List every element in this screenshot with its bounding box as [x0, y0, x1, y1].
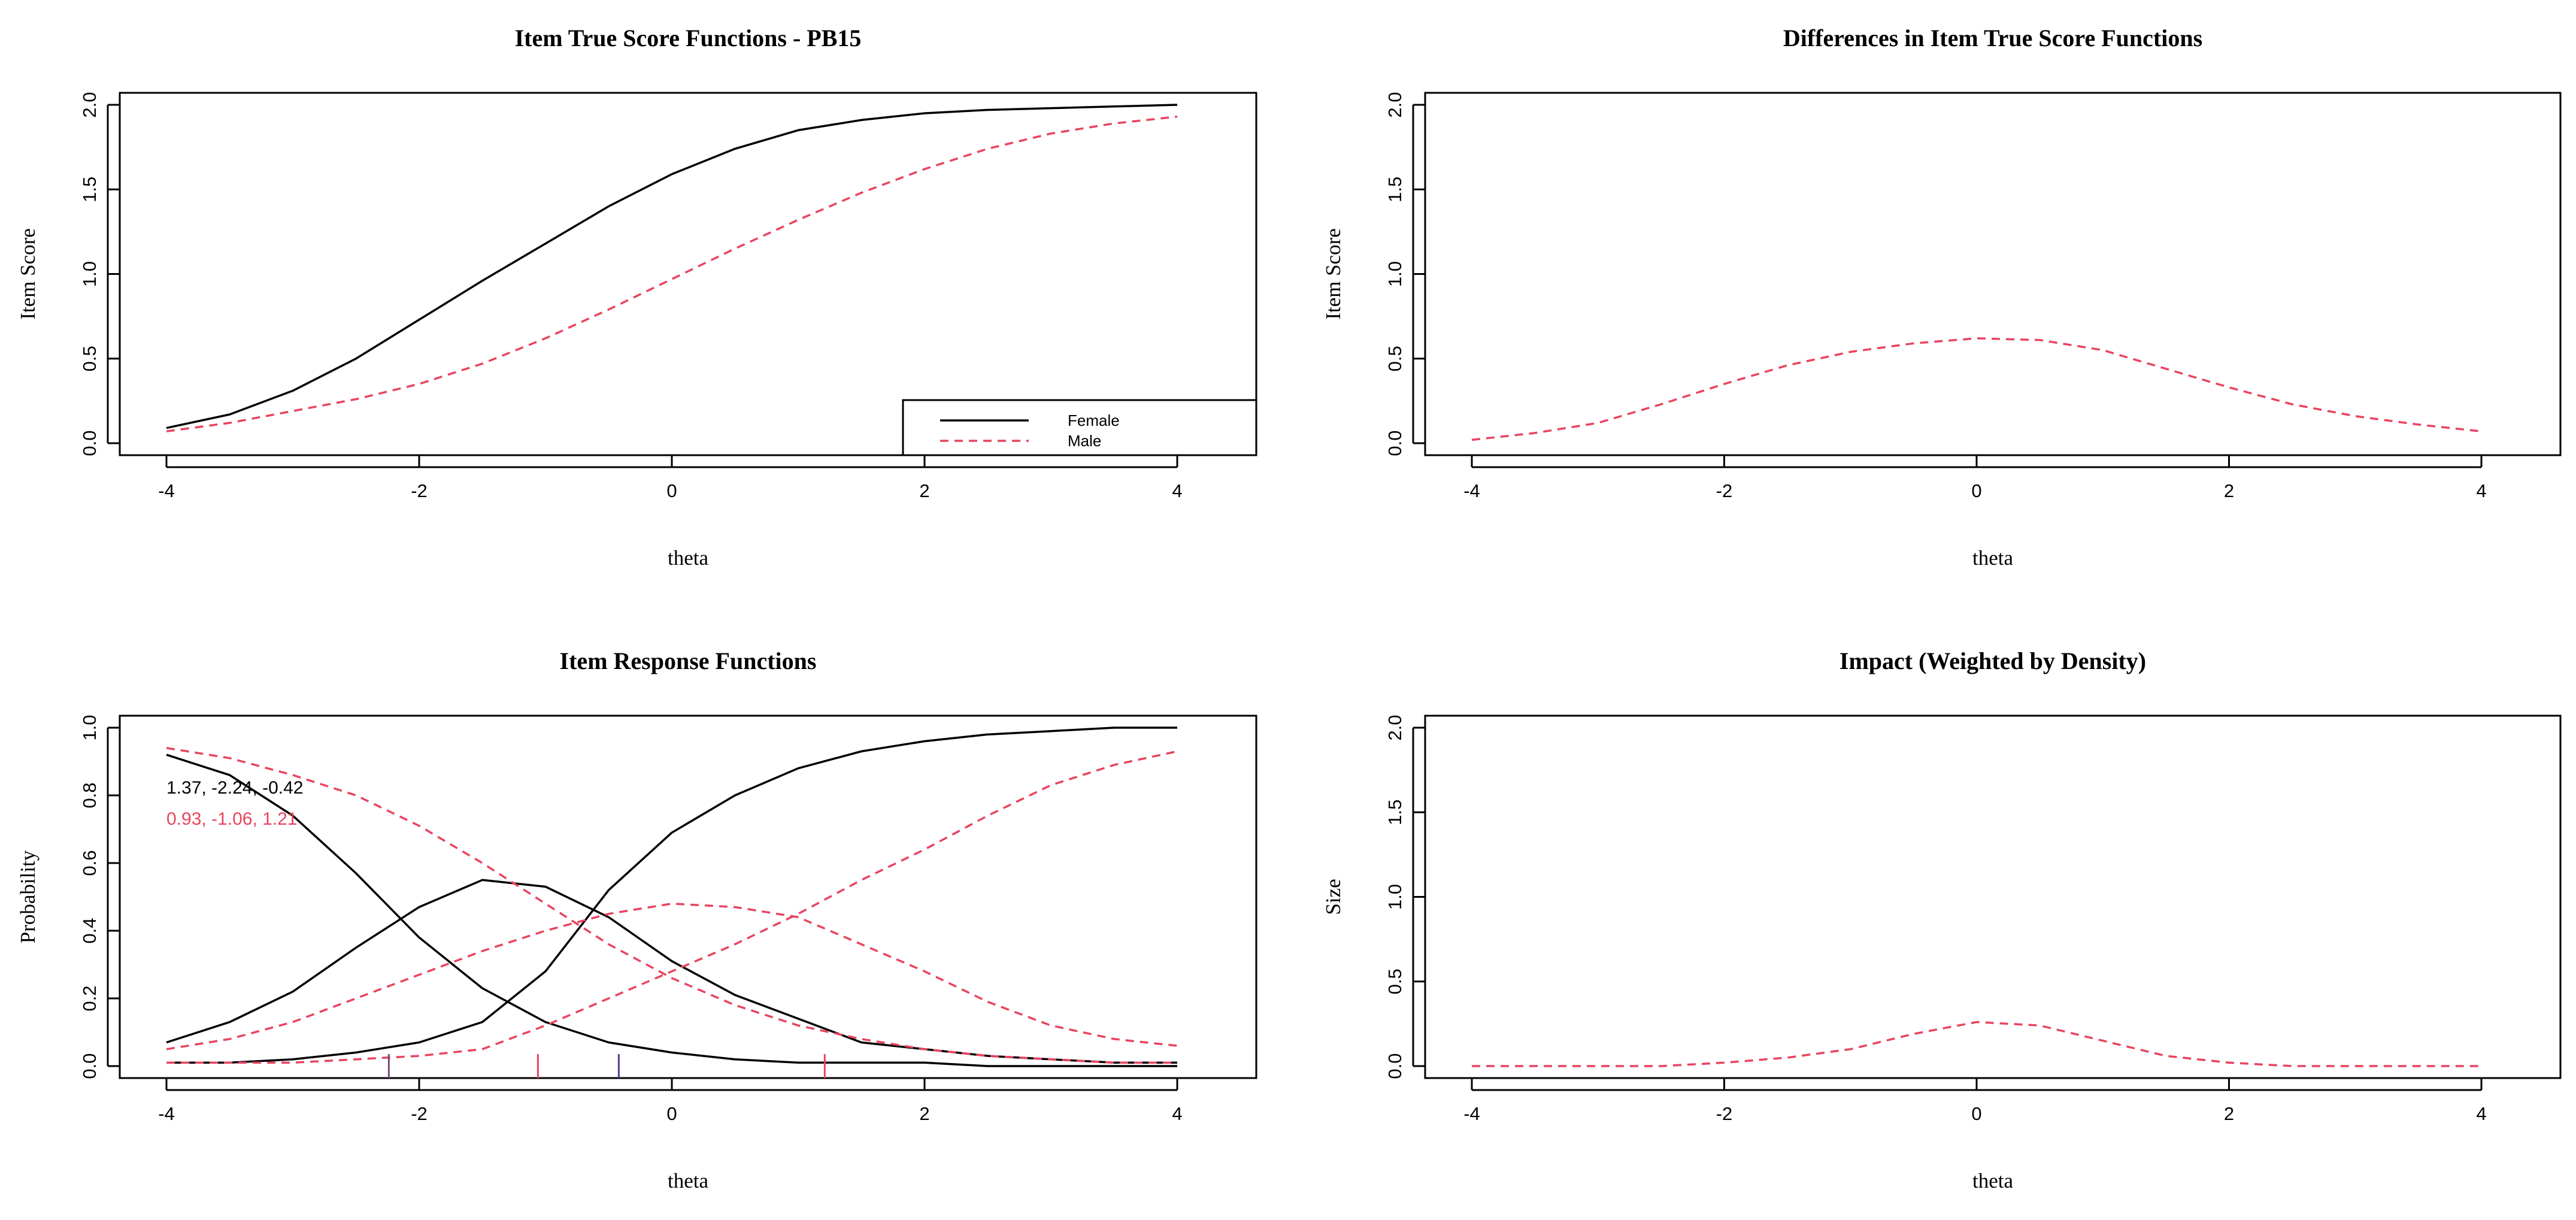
y-tick-label: 0.5	[1384, 968, 1405, 994]
x-tick-label: 2	[919, 480, 929, 501]
series-line-4	[166, 747, 1177, 1064]
y-tick-label: 0.6	[79, 850, 100, 876]
chart-panel-3: Item Response Functions -4 -2 0 2 4 0.0 0.2 0.4 0…	[16, 647, 1257, 1192]
x-tick-label: -4	[158, 1103, 175, 1124]
x-tick-label: 4	[1172, 480, 1182, 501]
legend: Female Male	[902, 399, 1257, 456]
plot-frame	[1424, 92, 2562, 456]
series-line-2	[166, 116, 1178, 432]
x-tick-label: 4	[1172, 1103, 1182, 1124]
y-tick-label: 0.5	[1384, 346, 1405, 371]
parameter-annotation: 0.93, -1.06, 1.21	[166, 809, 298, 829]
y-tick-label: 0.2	[79, 985, 100, 1011]
y-tick-label: 2.0	[79, 92, 100, 117]
x-tick-label: -2	[1716, 480, 1733, 501]
chart-panel-2: Differences in Item True Score Functions…	[1322, 25, 2562, 570]
y-tick-label: 1.5	[1384, 800, 1405, 825]
plot-frame	[119, 715, 1257, 1079]
chart-panel-1: Item True Score Functions - PB15 -4 -2 0 2 4 0…	[16, 25, 1257, 570]
x-tick-label: -4	[158, 480, 175, 501]
y-tick-label: 0.0	[79, 430, 100, 456]
x-tick-label: -2	[411, 1103, 428, 1124]
y-axis-label: Item Score	[16, 228, 40, 320]
y-tick-label: 1.5	[79, 177, 100, 202]
x-tick-label: 0	[1971, 1103, 1981, 1124]
y-tick-label: 0.5	[79, 346, 100, 371]
x-axis-label: theta	[1972, 1169, 2013, 1192]
chart-panel-4: Impact (Weighted by Density) -4 -2 0 2 4 0.0 0.…	[1322, 647, 2562, 1192]
x-tick-label: 2	[2224, 480, 2234, 501]
series-line-1	[166, 104, 1178, 429]
x-tick-label: 0	[1971, 480, 1981, 501]
x-tick-label: 0	[666, 1103, 677, 1124]
y-axis-label: Size	[1322, 879, 1345, 915]
legend-label: Male	[1068, 432, 1101, 450]
legend-box	[902, 399, 1257, 456]
y-tick-label: 1.0	[79, 261, 100, 287]
chart-title: Differences in Item True Score Functions	[1783, 25, 2202, 52]
chart-title: Item True Score Functions - PB15	[515, 25, 862, 52]
series-line-1	[1472, 1021, 2481, 1067]
series-line-6	[166, 750, 1178, 1064]
legend-label: Female	[1068, 411, 1120, 429]
y-tick-label: 1.0	[1384, 884, 1405, 910]
y-tick-label: 1.0	[79, 715, 100, 740]
x-axis-label: theta	[668, 546, 708, 570]
x-tick-label: 4	[2476, 1103, 2486, 1124]
y-tick-label: 0.0	[1384, 1053, 1405, 1079]
y-tick-label: 2.0	[1384, 92, 1405, 117]
y-tick-label: 1.0	[1384, 261, 1405, 287]
series-line-3	[166, 726, 1177, 1064]
x-tick-label: 4	[2476, 480, 2486, 501]
chart-title: Impact (Weighted by Density)	[1839, 647, 2146, 674]
x-tick-label: 2	[919, 1103, 929, 1124]
y-tick-label: 1.5	[1384, 177, 1405, 202]
x-axis-label: theta	[1972, 546, 2013, 570]
y-axis-label: Probability	[16, 850, 40, 943]
parameter-annotation: 1.37, -2.24, -0.42	[166, 778, 304, 798]
y-tick-label: 0.8	[79, 782, 100, 808]
y-axis-label: Item Score	[1322, 228, 1345, 320]
x-tick-label: 2	[2224, 1103, 2234, 1124]
y-tick-label: 0.4	[79, 918, 100, 943]
x-tick-label: 0	[666, 480, 677, 501]
chart-title: Item Response Functions	[560, 647, 817, 674]
series-line-1	[1471, 337, 2482, 441]
y-tick-label: 2.0	[1384, 715, 1405, 740]
x-tick-label: -4	[1463, 480, 1480, 501]
y-tick-label: 0.0	[79, 1053, 100, 1079]
y-tick-label: 0.0	[1384, 430, 1405, 456]
series-line-1	[166, 753, 1177, 1067]
x-tick-label: -2	[1716, 1103, 1733, 1124]
x-tick-label: -4	[1463, 1103, 1480, 1124]
x-axis-label: theta	[668, 1169, 708, 1192]
x-tick-label: -2	[411, 480, 428, 501]
series-line-5	[166, 903, 1178, 1051]
